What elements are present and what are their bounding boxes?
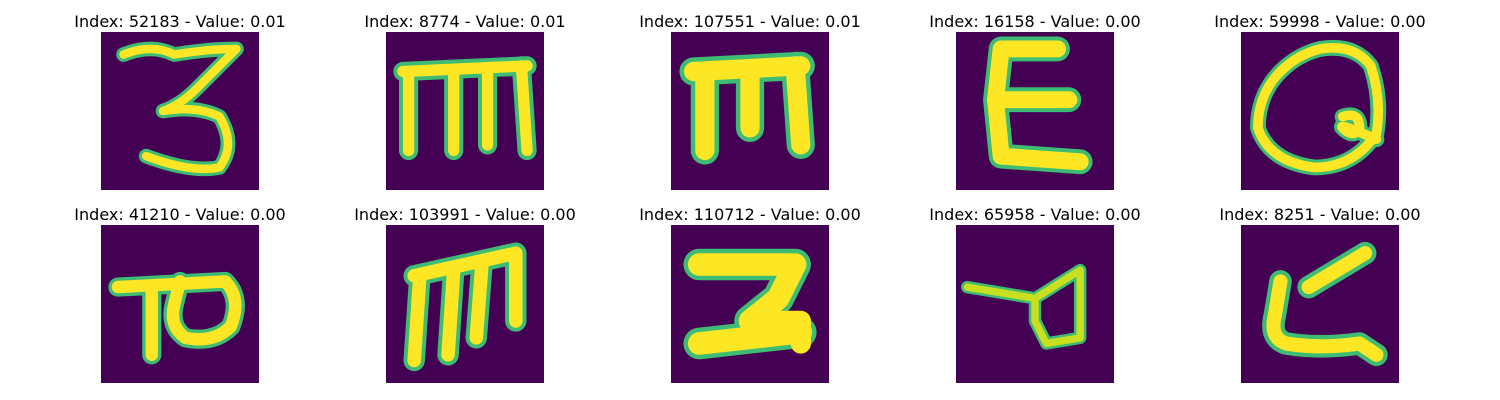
panel-9: Index: 65958 - Value: 0.00 — [915, 205, 1155, 383]
panel-image — [956, 225, 1114, 383]
panel-title: Index: 107551 - Value: 0.01 — [639, 12, 861, 31]
panel-image — [956, 32, 1114, 190]
panel-7: Index: 103991 - Value: 0.00 — [345, 205, 585, 383]
panel-1: Index: 52183 - Value: 0.01 — [60, 12, 300, 190]
panel-10: Index: 8251 - Value: 0.00 — [1200, 205, 1440, 383]
panel-image — [101, 32, 259, 190]
panel-image — [386, 225, 544, 383]
panel-8: Index: 110712 - Value: 0.00 — [630, 205, 870, 383]
panel-2: Index: 8774 - Value: 0.01 — [345, 12, 585, 190]
panel-image — [1241, 225, 1399, 383]
panel-title: Index: 16158 - Value: 0.00 — [929, 12, 1141, 31]
panel-5: Index: 59998 - Value: 0.00 — [1200, 12, 1440, 190]
panel-title: Index: 59998 - Value: 0.00 — [1214, 12, 1426, 31]
panel-3: Index: 107551 - Value: 0.01 — [630, 12, 870, 190]
panel-title: Index: 41210 - Value: 0.00 — [74, 205, 286, 224]
panel-image — [671, 32, 829, 190]
panel-title: Index: 110712 - Value: 0.00 — [639, 205, 861, 224]
panel-image — [1241, 32, 1399, 190]
panel-title: Index: 8774 - Value: 0.01 — [364, 12, 566, 31]
panel-6: Index: 41210 - Value: 0.00 — [60, 205, 300, 383]
panel-title: Index: 52183 - Value: 0.01 — [74, 12, 286, 31]
panel-image — [671, 225, 829, 383]
panel-image — [101, 225, 259, 383]
panel-image — [386, 32, 544, 190]
panel-title: Index: 65958 - Value: 0.00 — [929, 205, 1141, 224]
panel-4: Index: 16158 - Value: 0.00 — [915, 12, 1155, 190]
panel-title: Index: 103991 - Value: 0.00 — [354, 205, 576, 224]
panel-title: Index: 8251 - Value: 0.00 — [1219, 205, 1421, 224]
